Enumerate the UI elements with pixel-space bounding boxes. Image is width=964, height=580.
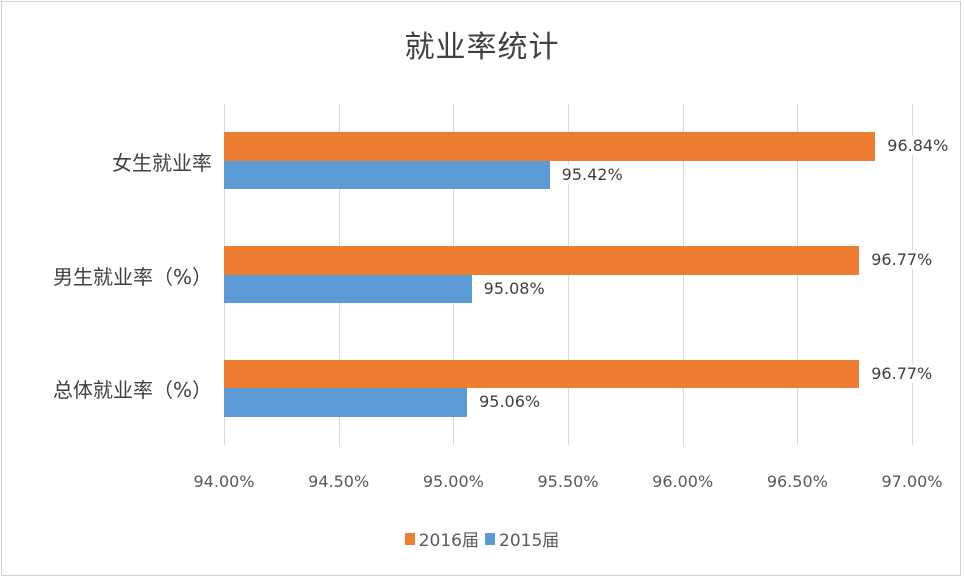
bar-2016[interactable] — [224, 246, 860, 275]
legend-label-2016: 2016届 — [418, 531, 479, 551]
x-tick-label: 96.00% — [652, 472, 714, 491]
bar-2015[interactable] — [224, 160, 550, 190]
data-label: 96.77% — [869, 363, 935, 383]
data-label: 96.84% — [885, 136, 951, 156]
x-tick-label: 96.50% — [766, 472, 828, 491]
legend-item-2015[interactable]: 2015届 — [485, 526, 559, 551]
bar-2015[interactable] — [224, 388, 468, 417]
data-label: 95.06% — [477, 392, 543, 412]
gridline — [797, 104, 799, 445]
x-tick-label: 95.00% — [422, 472, 484, 491]
category-label: 总体就业率（%） — [52, 378, 212, 403]
data-label: 95.08% — [481, 278, 547, 298]
data-label: 95.42% — [559, 164, 625, 184]
chart-title: 就业率统计 — [404, 30, 560, 65]
gridline — [912, 104, 913, 445]
x-tick-label: 95.50% — [537, 472, 599, 491]
bar-2015[interactable] — [224, 274, 472, 303]
x-tick-label: 94.00% — [193, 472, 255, 491]
bar-2016[interactable] — [224, 132, 876, 161]
x-tick-label: 94.50% — [308, 472, 370, 491]
legend-item-2016[interactable]: 2016届 — [404, 526, 479, 551]
gridline — [568, 104, 569, 445]
data-label: 96.77% — [869, 250, 935, 269]
legend-swatch-2016 — [404, 532, 415, 545]
plot-area: 96.84% 95.42% 96.77% 95.08% 96.77% 95.06% — [224, 104, 951, 445]
category-label: 男生就业率（%） — [52, 264, 212, 289]
gridline — [682, 104, 684, 445]
category-label: 女生就业率 — [112, 150, 212, 175]
legend-swatch-2015 — [485, 532, 495, 545]
x-tick-label: 97.00% — [881, 472, 943, 491]
bar-2016[interactable] — [224, 359, 860, 389]
legend: 2016届 2015届 — [0, 526, 964, 551]
legend-label-2015: 2015届 — [499, 531, 560, 551]
